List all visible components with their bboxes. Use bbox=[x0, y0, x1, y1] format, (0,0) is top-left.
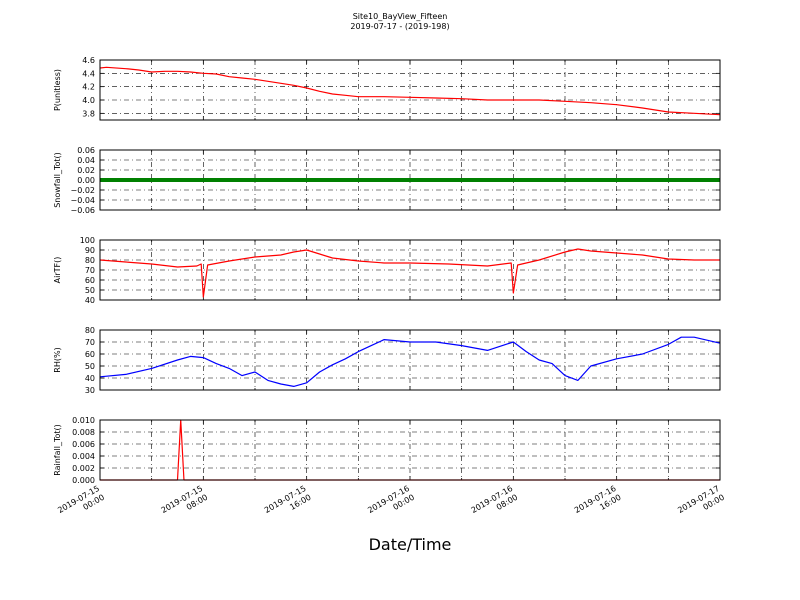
snowfall-axes-frame bbox=[99, 149, 721, 211]
y-tick-label: −0.04 bbox=[70, 196, 95, 205]
rel-humidity-panel: 30 40 50 60 70 80 RH(%) bbox=[53, 326, 721, 395]
air-temp-axes-frame bbox=[99, 239, 721, 301]
y-tick-label: 0.008 bbox=[72, 428, 95, 437]
pressure-panel: 3.8 4.0 4.2 4.4 4.6 P(unitless) bbox=[53, 56, 721, 121]
rainfall-panel: 0.000 0.002 0.004 0.006 0.008 0.010 Rainfall_T… bbox=[53, 416, 721, 485]
y-tick-label: 80 bbox=[85, 326, 95, 335]
y-tick-label: 3.8 bbox=[82, 109, 95, 118]
x-tick-label: 2019-07-1608:00 bbox=[470, 484, 520, 524]
pressure-y-axis-label: P(unitless) bbox=[53, 69, 62, 111]
y-tick-label: −0.06 bbox=[70, 206, 95, 215]
pressure-series-line bbox=[99, 66, 721, 116]
y-tick-label: 0.04 bbox=[77, 156, 95, 165]
y-tick-label: 50 bbox=[85, 362, 95, 371]
rel-humidity-axes-frame bbox=[99, 329, 721, 391]
y-tick-label: 0.02 bbox=[77, 166, 95, 175]
y-tick-label: 0.006 bbox=[72, 440, 95, 449]
snowfall-y-axis-label: Snowfall_Tot() bbox=[53, 152, 62, 208]
chart-title: Site10_BayView_Fifteen bbox=[353, 12, 448, 21]
y-tick-label: 4.6 bbox=[82, 56, 95, 65]
x-tick-label: 2019-07-1600:00 bbox=[366, 484, 416, 524]
rainfall-y-axis-label: Rainfall_Tot() bbox=[53, 424, 62, 476]
y-tick-label: 100 bbox=[80, 236, 95, 245]
x-tick-label: 2019-07-1508:00 bbox=[160, 484, 210, 524]
y-tick-label: 90 bbox=[85, 246, 95, 255]
y-tick-label: 0.06 bbox=[77, 146, 95, 155]
y-tick-label: −0.02 bbox=[70, 186, 95, 195]
x-tick-label: 2019-07-1700:00 bbox=[676, 484, 726, 524]
subplot-stack: 3.8 4.0 4.2 4.4 4.6 P(unitless) −0.06−0.04−0.0… bbox=[53, 56, 726, 524]
y-tick-label: 60 bbox=[85, 350, 95, 359]
y-tick-label: 40 bbox=[85, 374, 95, 383]
y-tick-label: 70 bbox=[85, 266, 95, 275]
x-tick-label: 2019-07-1616:00 bbox=[573, 484, 623, 524]
y-tick-label: 0.010 bbox=[72, 416, 95, 425]
pressure-axes-frame bbox=[99, 59, 721, 121]
air-temp-y-axis-label: AirTF() bbox=[53, 257, 62, 284]
y-tick-label: 70 bbox=[85, 338, 95, 347]
chart-subtitle: 2019-07-17 - (2019-198) bbox=[350, 22, 449, 31]
y-tick-label: 4.4 bbox=[82, 69, 95, 78]
y-tick-label: 0.000 bbox=[72, 476, 95, 485]
y-tick-label: 0.004 bbox=[72, 452, 95, 461]
y-tick-label: 30 bbox=[85, 386, 95, 395]
snowfall-panel: −0.06−0.04−0.020.000.020.040.06 Snowfall_… bbox=[53, 146, 721, 215]
y-tick-label: 4.0 bbox=[82, 96, 95, 105]
y-tick-label: 0.002 bbox=[72, 464, 95, 473]
rainfall-axes-frame bbox=[99, 419, 721, 481]
y-tick-label: 0.00 bbox=[77, 176, 95, 185]
x-tick-label: 2019-07-1500:00 bbox=[56, 484, 106, 524]
y-tick-label: 80 bbox=[85, 256, 95, 265]
y-tick-label: 50 bbox=[85, 286, 95, 295]
rel-humidity-series-line bbox=[99, 336, 721, 387]
rel-humidity-y-axis-label: RH(%) bbox=[53, 347, 62, 372]
x-tick-label: 2019-07-1516:00 bbox=[263, 484, 313, 524]
air-temp-series-line bbox=[99, 248, 720, 298]
y-tick-label: 40 bbox=[85, 296, 95, 305]
y-tick-label: 4.2 bbox=[82, 83, 95, 92]
x-axis-label: Date/Time bbox=[369, 535, 452, 554]
y-tick-label: 60 bbox=[85, 276, 95, 285]
